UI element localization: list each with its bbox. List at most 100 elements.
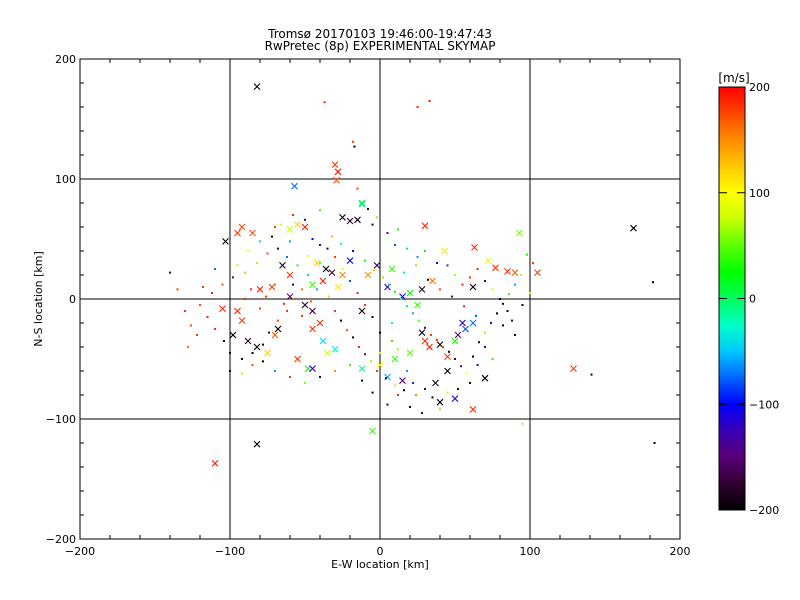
data-point-dot bbox=[484, 280, 486, 282]
data-point-dot bbox=[277, 319, 279, 322]
data-point-dot bbox=[436, 262, 438, 264]
data-point-x bbox=[309, 325, 316, 333]
data-point-dot bbox=[499, 298, 501, 300]
data-point-dot bbox=[397, 228, 399, 231]
data-point-dot bbox=[397, 394, 399, 396]
data-point-dot bbox=[214, 268, 216, 270]
data-point-dot bbox=[391, 322, 393, 324]
data-point-dot bbox=[376, 370, 378, 372]
y-tick-label: 0 bbox=[69, 293, 76, 306]
data-point-x bbox=[294, 355, 301, 363]
data-point-dot bbox=[196, 334, 198, 336]
colorbar-tick-label: 0 bbox=[749, 293, 756, 306]
data-point-x bbox=[570, 365, 577, 372]
data-point-x bbox=[334, 283, 342, 291]
data-point-dot bbox=[301, 288, 303, 291]
data-point-x bbox=[301, 223, 309, 231]
data-point-dot bbox=[316, 288, 318, 291]
data-point-dot bbox=[490, 322, 492, 324]
data-point-dot bbox=[292, 298, 294, 300]
colorbar-ticks: 200 100 0 −100 −200 bbox=[719, 81, 779, 517]
data-point-x bbox=[421, 222, 429, 230]
chart-title: Tromsø 20170103 19:46:00-19:47:43 bbox=[268, 27, 492, 41]
data-point-dot bbox=[460, 365, 462, 368]
data-point-x bbox=[279, 262, 286, 269]
data-point-x bbox=[471, 244, 478, 251]
data-point-dot bbox=[310, 300, 312, 303]
data-point-dot bbox=[259, 307, 261, 310]
x-tick-label: 100 bbox=[520, 545, 541, 558]
data-point-dot bbox=[364, 304, 366, 306]
data-point-dot bbox=[323, 101, 326, 104]
data-point-dot bbox=[461, 283, 464, 286]
data-point-x bbox=[313, 259, 321, 267]
axis-ticks bbox=[79, 58, 681, 540]
data-point-dot bbox=[214, 328, 216, 330]
data-point-dot bbox=[328, 295, 330, 298]
data-point-dot bbox=[446, 391, 449, 394]
data-point-dot bbox=[427, 278, 429, 281]
data-point-dot bbox=[229, 370, 231, 372]
data-point-dot bbox=[529, 292, 531, 294]
data-point-x bbox=[418, 286, 426, 293]
data-point-x bbox=[492, 264, 499, 272]
data-point-dot bbox=[532, 262, 534, 264]
data-point-dot bbox=[424, 250, 426, 252]
data-point-x bbox=[462, 325, 469, 333]
data-point-dot bbox=[386, 403, 389, 406]
data-point-dot bbox=[424, 326, 426, 329]
data-point-dot bbox=[590, 373, 593, 376]
data-point-dot bbox=[653, 442, 656, 444]
data-point-dot bbox=[439, 288, 441, 291]
data-point-dot bbox=[502, 324, 504, 327]
data-point-dot bbox=[484, 346, 486, 348]
data-point-dot bbox=[424, 388, 426, 390]
data-point-dot bbox=[274, 283, 276, 286]
colorbar-tick-label: 200 bbox=[749, 81, 770, 94]
y-tick-label: −200 bbox=[46, 533, 76, 546]
data-point-dot bbox=[356, 187, 359, 190]
data-point-dot bbox=[391, 340, 393, 342]
data-point-dot bbox=[202, 286, 204, 288]
data-point-dot bbox=[221, 283, 224, 286]
data-point-x bbox=[504, 268, 511, 275]
data-point-dot bbox=[502, 302, 504, 305]
data-point-x bbox=[358, 199, 366, 207]
data-point-dot bbox=[356, 292, 359, 294]
data-point-dot bbox=[349, 280, 351, 282]
data-point-x bbox=[234, 307, 241, 315]
data-point-dot bbox=[223, 340, 225, 342]
data-point-dot bbox=[274, 370, 276, 372]
data-point-x bbox=[388, 265, 396, 273]
data-point-dot bbox=[277, 247, 279, 250]
data-point-dot bbox=[386, 232, 389, 234]
data-point-x bbox=[264, 349, 271, 357]
data-point-dot bbox=[478, 341, 480, 344]
data-point-x bbox=[346, 257, 354, 264]
grid-lines bbox=[80, 59, 680, 539]
data-point-x bbox=[469, 283, 477, 291]
data-point-x bbox=[399, 377, 406, 384]
data-point-x bbox=[469, 406, 477, 413]
data-point-x bbox=[369, 427, 376, 435]
data-point-dot bbox=[400, 298, 402, 300]
data-point-dot bbox=[307, 274, 309, 276]
data-point-x bbox=[253, 83, 261, 90]
colorbar-tick-label: −200 bbox=[749, 504, 779, 517]
data-point-x bbox=[436, 398, 444, 406]
data-point-dot bbox=[454, 358, 456, 360]
data-point-dot bbox=[358, 346, 360, 348]
data-point-x bbox=[319, 337, 327, 345]
data-point-dot bbox=[259, 240, 261, 243]
data-point-dot bbox=[397, 348, 399, 351]
data-point-dot bbox=[331, 235, 333, 238]
data-point-dot bbox=[472, 355, 474, 358]
data-point-dot bbox=[412, 312, 414, 315]
data-point-x bbox=[364, 271, 372, 279]
data-point-dot bbox=[352, 140, 354, 143]
data-point-dot bbox=[265, 295, 267, 298]
data-point-dot bbox=[406, 305, 408, 308]
data-point-x bbox=[234, 229, 241, 237]
data-point-dot bbox=[283, 302, 285, 305]
data-point-dot bbox=[416, 106, 419, 108]
